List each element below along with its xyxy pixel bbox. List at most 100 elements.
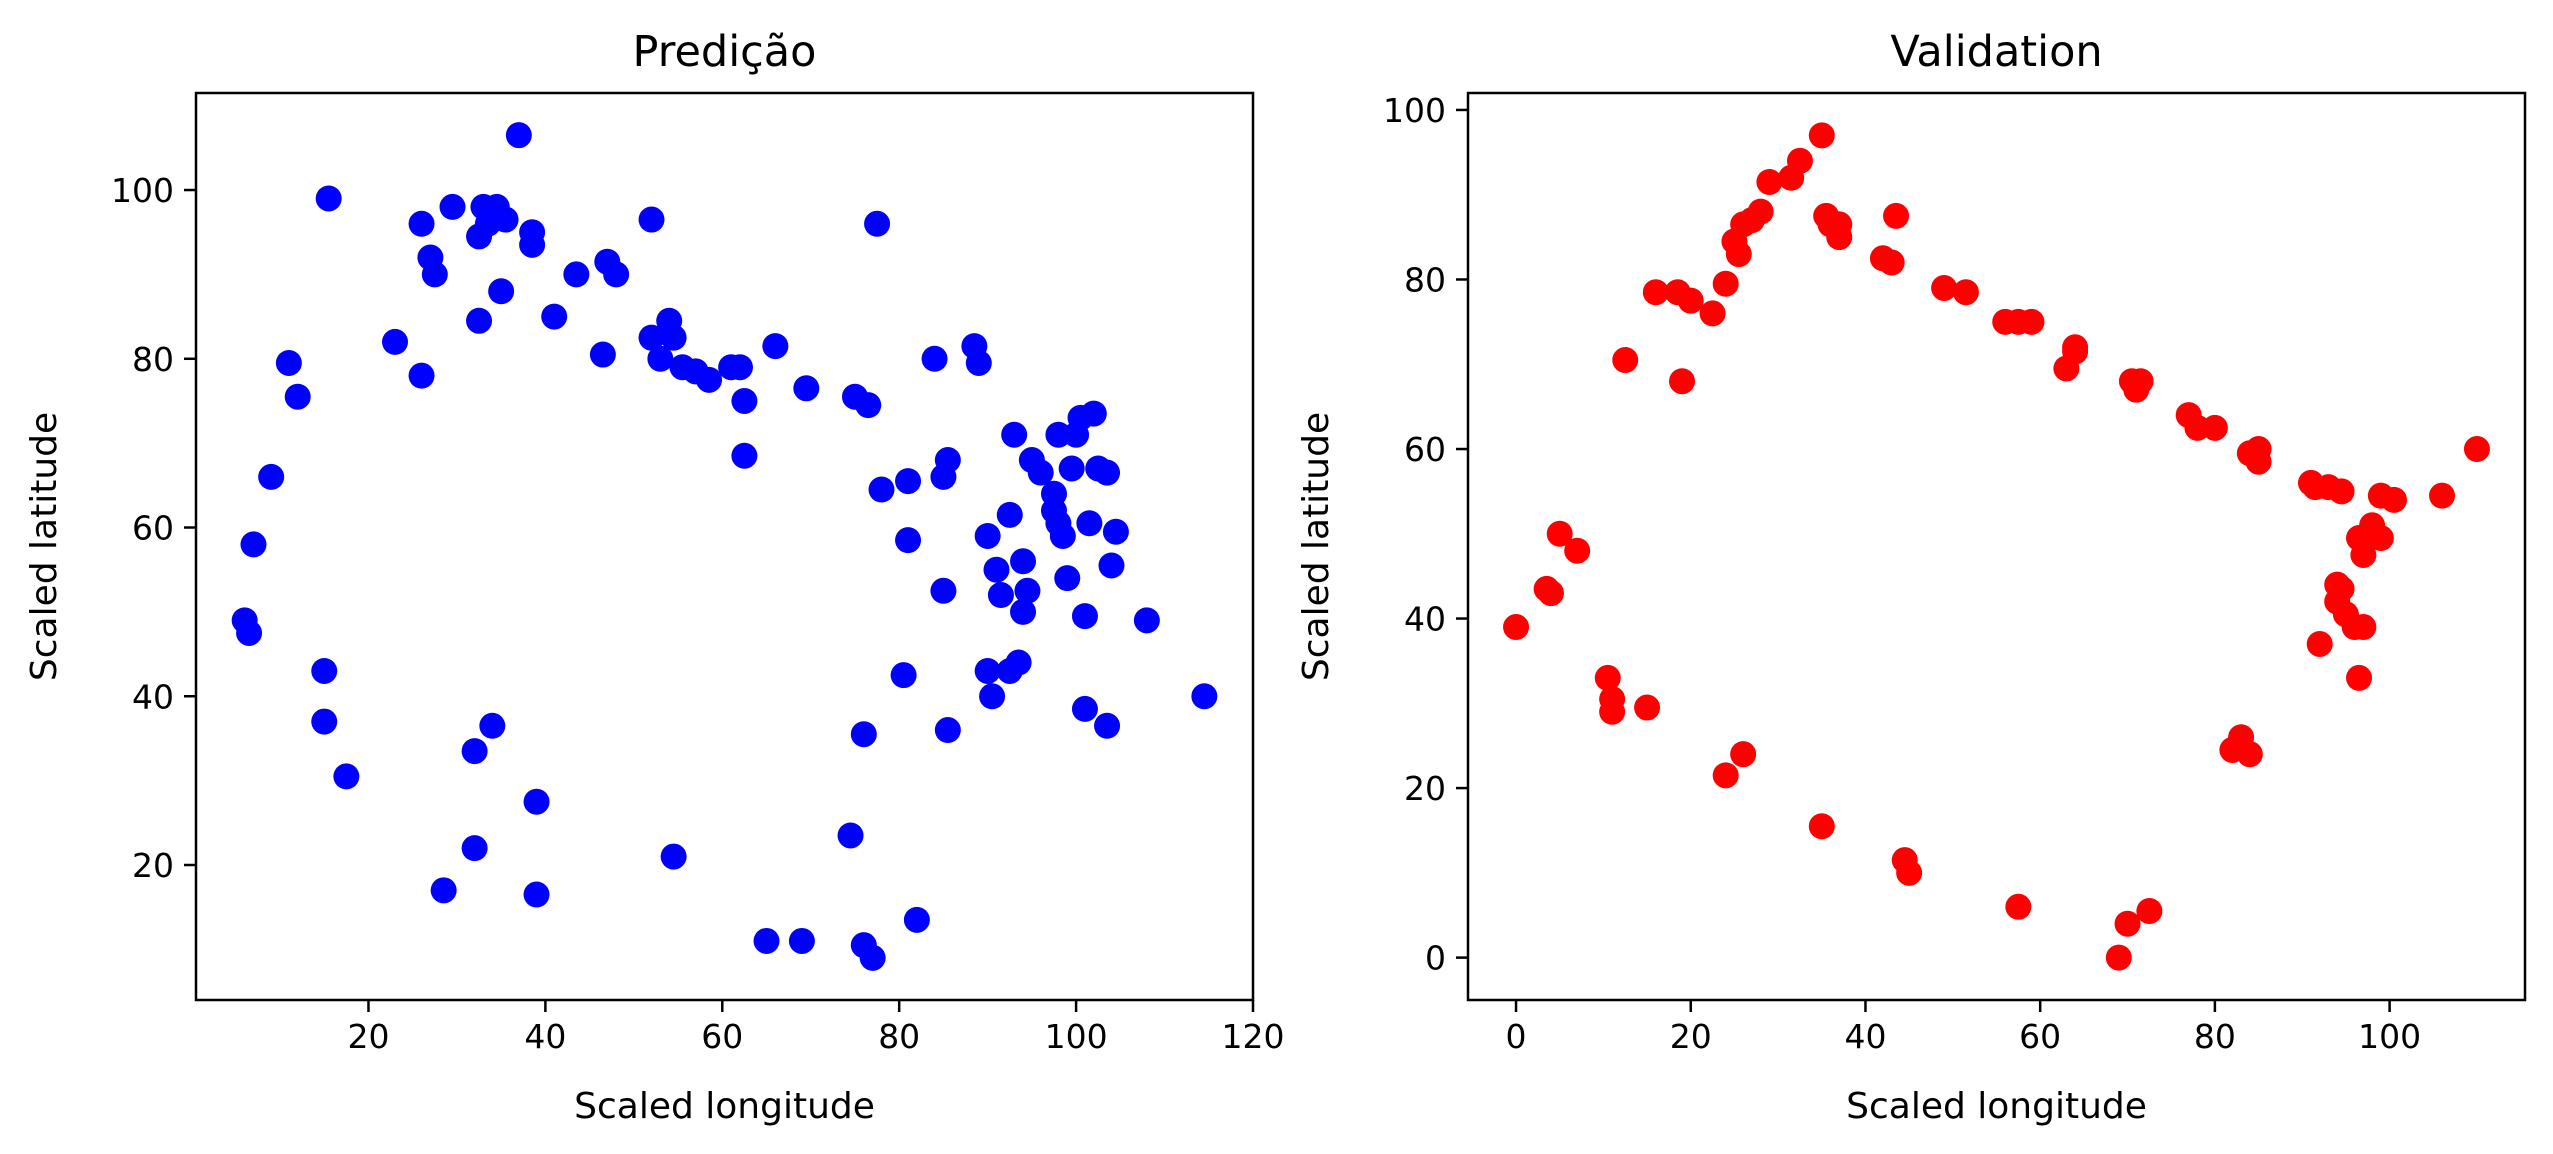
validation-point bbox=[2201, 414, 2228, 441]
prediction-point bbox=[934, 447, 961, 474]
prediction-point bbox=[563, 261, 590, 288]
prediction-point bbox=[965, 349, 992, 376]
validation-y-tick-label: 100 bbox=[1383, 91, 1446, 130]
prediction-y-tick-label: 80 bbox=[132, 340, 174, 379]
validation-point bbox=[2005, 893, 2032, 920]
validation-panel: 0 20 40 60 80 100 0 20 40 60 80 100 Validation Scaled… bbox=[1296, 27, 2527, 1127]
validation-point bbox=[1503, 614, 1530, 641]
validation-point bbox=[2346, 664, 2373, 691]
prediction-point bbox=[1080, 400, 1107, 427]
prediction-point bbox=[864, 210, 891, 237]
prediction-point bbox=[660, 324, 687, 351]
prediction-point bbox=[541, 303, 568, 330]
validation-point bbox=[1730, 741, 1757, 768]
prediction-point bbox=[333, 763, 360, 790]
validation-point bbox=[1537, 580, 1564, 607]
prediction-point bbox=[934, 717, 961, 744]
prediction-point bbox=[284, 383, 311, 410]
prediction-point bbox=[753, 927, 780, 954]
validation-y-tick-label: 20 bbox=[1404, 769, 1446, 808]
prediction-point bbox=[479, 712, 506, 739]
prediction-point bbox=[647, 345, 674, 372]
prediction-point bbox=[461, 738, 488, 765]
prediction-point bbox=[638, 206, 665, 233]
prediction-point bbox=[421, 261, 448, 288]
validation-point bbox=[2245, 436, 2272, 463]
prediction-point bbox=[837, 822, 864, 849]
validation-point bbox=[1883, 202, 1910, 229]
prediction-point bbox=[430, 877, 457, 904]
prediction-point bbox=[275, 349, 302, 376]
validation-point bbox=[2236, 741, 2263, 768]
prediction-point bbox=[466, 307, 493, 334]
validation-point bbox=[1931, 274, 1958, 301]
prediction-point bbox=[921, 345, 948, 372]
prediction-point bbox=[726, 354, 753, 381]
prediction-x-tick-label: 60 bbox=[701, 1017, 743, 1056]
validation-point bbox=[1896, 859, 1923, 886]
prediction-x-tick-label: 120 bbox=[1222, 1017, 1285, 1056]
prediction-x-tick-label: 20 bbox=[347, 1017, 389, 1056]
prediction-point bbox=[1133, 607, 1160, 634]
prediction-point bbox=[638, 324, 665, 351]
validation-point bbox=[1564, 537, 1591, 564]
prediction-point bbox=[589, 341, 616, 368]
prediction-point bbox=[996, 501, 1023, 528]
validation-point bbox=[1786, 147, 1813, 174]
validation-x-tick-label: 0 bbox=[1506, 1017, 1527, 1056]
prediction-point bbox=[895, 527, 922, 554]
prediction-title: Predição bbox=[633, 27, 817, 77]
prediction-point bbox=[731, 387, 758, 414]
validation-point bbox=[1878, 249, 1905, 276]
prediction-x-axis-label: Scaled longitude bbox=[574, 1086, 875, 1127]
prediction-x-tick-label: 80 bbox=[878, 1017, 920, 1056]
prediction-point bbox=[523, 881, 550, 908]
prediction-point bbox=[855, 392, 882, 419]
validation-y-tick-label: 0 bbox=[1425, 939, 1446, 978]
validation-point bbox=[1808, 813, 1835, 840]
validation-point bbox=[1712, 762, 1739, 789]
prediction-point bbox=[788, 927, 815, 954]
prediction-point bbox=[488, 278, 515, 305]
prediction-y-tick-label: 20 bbox=[132, 846, 174, 885]
validation-point bbox=[1808, 122, 1835, 149]
prediction-point bbox=[983, 556, 1010, 583]
prediction-point bbox=[930, 577, 957, 604]
prediction-point bbox=[1014, 577, 1041, 604]
prediction-point bbox=[1058, 455, 1085, 482]
validation-point bbox=[2380, 486, 2407, 513]
prediction-point bbox=[987, 582, 1014, 609]
prediction-point bbox=[1098, 552, 1125, 579]
validation-point bbox=[1594, 664, 1621, 691]
prediction-point bbox=[1049, 522, 1076, 549]
validation-point bbox=[2350, 614, 2377, 641]
prediction-point bbox=[1071, 695, 1098, 722]
prediction-point bbox=[1001, 421, 1028, 448]
prediction-point bbox=[258, 463, 285, 490]
prediction-point bbox=[903, 906, 930, 933]
prediction-point bbox=[762, 333, 789, 360]
validation-point bbox=[2328, 478, 2355, 505]
validation-point bbox=[2127, 368, 2154, 395]
validation-point bbox=[1546, 520, 1573, 547]
validation-point bbox=[2429, 482, 2456, 509]
prediction-point bbox=[1005, 649, 1032, 676]
validation-point bbox=[1952, 279, 1979, 306]
prediction-point bbox=[895, 468, 922, 495]
validation-y-tick-label: 40 bbox=[1404, 600, 1446, 639]
validation-x-tick-label: 80 bbox=[2194, 1017, 2236, 1056]
prediction-point bbox=[240, 531, 267, 558]
prediction-point bbox=[979, 683, 1006, 710]
validation-point bbox=[1669, 368, 1696, 395]
validation-point bbox=[2367, 525, 2394, 552]
prediction-point bbox=[408, 210, 435, 237]
validation-point bbox=[2306, 630, 2333, 657]
prediction-point bbox=[1094, 459, 1121, 486]
validation-point bbox=[1677, 287, 1704, 314]
prediction-point bbox=[793, 375, 820, 402]
validation-x-tick-label: 60 bbox=[2019, 1017, 2061, 1056]
prediction-point bbox=[1010, 548, 1037, 575]
validation-x-tick-label: 40 bbox=[1844, 1017, 1886, 1056]
validation-point bbox=[1599, 698, 1626, 725]
